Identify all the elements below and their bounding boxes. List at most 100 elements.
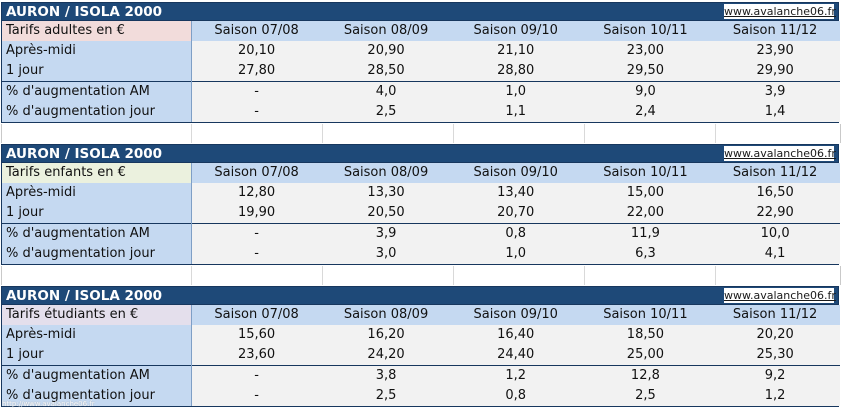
pct-cell: 1,0	[450, 244, 581, 264]
pct-cell: 3,0	[321, 244, 451, 264]
category-label: Tarifs adultes en €	[2, 21, 192, 41]
pct-cell: 9,0	[580, 81, 711, 102]
table-row: 1 jour 19,90 20,50 20,70 22,00 22,90	[2, 203, 840, 224]
table-row: 1 jour 23,60 24,20 24,40 25,00 25,30	[2, 345, 840, 366]
pct-cell: 10,0	[710, 223, 840, 244]
spacer-row	[1, 124, 841, 143]
pct-cell: 3,8	[321, 365, 451, 386]
pct-cell: -	[191, 244, 322, 264]
spacer-divider	[715, 124, 716, 143]
price-cell: 13,30	[321, 183, 451, 203]
spacer-divider	[322, 124, 323, 143]
season-header: Saison 07/08	[191, 21, 322, 41]
table-header-row: Tarifs enfants en € Saison 07/08 Saison …	[2, 163, 840, 183]
pct-cell: 11,9	[580, 223, 711, 244]
price-cell: 18,50	[580, 325, 711, 345]
tariff-block-students: AURON / ISOLA 2000 www.avalanche06.fr Ta…	[1, 286, 840, 407]
resort-title-bar: AURON / ISOLA 2000 www.avalanche06.fr	[1, 144, 839, 163]
site-link[interactable]: www.avalanche06.fr	[724, 146, 836, 161]
price-cell: 20,20	[710, 325, 840, 345]
price-cell: 29,90	[710, 61, 840, 82]
pct-cell: 4,0	[321, 81, 451, 102]
spacer-divider	[191, 124, 192, 143]
tariff-table-adults: Tarifs adultes en € Saison 07/08 Saison …	[2, 21, 840, 122]
pct-cell: 6,3	[580, 244, 711, 264]
pct-cell: 4,1	[710, 244, 840, 264]
price-cell: 24,40	[450, 345, 581, 366]
resort-title: AURON / ISOLA 2000	[6, 4, 163, 20]
pct-cell: -	[191, 102, 322, 122]
table-row: Après-midi 12,80 13,30 13,40 15,00 16,50	[2, 183, 840, 203]
price-cell: 13,40	[450, 183, 581, 203]
price-cell: 24,20	[321, 345, 451, 366]
price-cell: 16,20	[321, 325, 451, 345]
season-header: Saison 07/08	[191, 163, 322, 183]
season-header: Saison 09/10	[450, 163, 581, 183]
pct-cell: 1,4	[710, 102, 840, 122]
season-header: Saison 11/12	[710, 163, 840, 183]
season-header: Saison 08/09	[321, 163, 451, 183]
resort-title-bar: AURON / ISOLA 2000 www.avalanche06.fr	[1, 286, 839, 305]
table-header-row: Tarifs adultes en € Saison 07/08 Saison …	[2, 21, 840, 41]
price-cell: 23,00	[580, 41, 711, 61]
spacer-divider	[453, 266, 454, 285]
pct-cell: 12,8	[580, 365, 711, 386]
price-cell: 12,80	[191, 183, 322, 203]
row-label: % d'augmentation jour	[2, 386, 192, 406]
pct-cell: 1,1	[450, 102, 581, 122]
spacer-divider	[584, 124, 585, 143]
row-label: 1 jour	[2, 61, 192, 82]
price-cell: 21,10	[450, 41, 581, 61]
site-link[interactable]: www.avalanche06.fr	[724, 288, 836, 303]
table-row: % d'augmentation jour - 2,5 1,1 2,4 1,4	[2, 102, 840, 122]
site-link[interactable]: www.avalanche06.fr	[724, 4, 836, 19]
table-row: Après-midi 15,60 16,20 16,40 18,50 20,20	[2, 325, 840, 345]
price-cell: 16,40	[450, 325, 581, 345]
row-label: % d'augmentation jour	[2, 102, 192, 122]
price-cell: 16,50	[710, 183, 840, 203]
price-cell: 23,60	[191, 345, 322, 366]
spacer-divider	[584, 266, 585, 285]
price-cell: 22,00	[580, 203, 711, 224]
spacer-row	[1, 266, 841, 285]
pct-cell: 1,2	[450, 365, 581, 386]
price-cell: 22,90	[710, 203, 840, 224]
price-cell: 28,50	[321, 61, 451, 82]
season-header: Saison 09/10	[450, 21, 581, 41]
pct-cell: 3,9	[321, 223, 451, 244]
tariff-block-adults: AURON / ISOLA 2000 www.avalanche06.fr Ta…	[1, 2, 840, 123]
table-row: % d'augmentation jour - 2,5 0,8 2,5 1,2	[2, 386, 840, 406]
price-cell: 25,30	[710, 345, 840, 366]
pct-cell: 3,9	[710, 81, 840, 102]
season-header: Saison 10/11	[580, 21, 711, 41]
season-header: Saison 10/11	[580, 305, 711, 325]
pct-cell: -	[191, 223, 322, 244]
row-label: % d'augmentation AM	[2, 81, 192, 102]
pct-cell: 0,8	[450, 386, 581, 406]
table-row: % d'augmentation jour - 3,0 1,0 6,3 4,1	[2, 244, 840, 264]
pct-cell: 2,5	[321, 102, 451, 122]
resort-title-bar: AURON / ISOLA 2000 www.avalanche06.fr	[1, 2, 839, 21]
table-row: 1 jour 27,80 28,50 28,80 29,50 29,90	[2, 61, 840, 82]
tariff-block-children: AURON / ISOLA 2000 www.avalanche06.fr Ta…	[1, 144, 840, 265]
row-label: Après-midi	[2, 183, 192, 203]
table-header-row: Tarifs étudiants en € Saison 07/08 Saiso…	[2, 305, 840, 325]
season-header: Saison 08/09	[321, 305, 451, 325]
price-cell: 15,00	[580, 183, 711, 203]
row-label: Après-midi	[2, 325, 192, 345]
price-cell: 15,60	[191, 325, 322, 345]
pct-cell: 2,5	[321, 386, 451, 406]
row-label: Après-midi	[2, 41, 192, 61]
price-cell: 20,90	[321, 41, 451, 61]
tariff-table-children: Tarifs enfants en € Saison 07/08 Saison …	[2, 163, 840, 264]
row-label: 1 jour	[2, 203, 192, 224]
season-header: Saison 10/11	[580, 163, 711, 183]
row-label: % d'augmentation jour	[2, 244, 192, 264]
pct-cell: 0,8	[450, 223, 581, 244]
row-label: % d'augmentation AM	[2, 223, 192, 244]
season-header: Saison 09/10	[450, 305, 581, 325]
price-cell: 20,70	[450, 203, 581, 224]
spacer-divider	[191, 266, 192, 285]
tariff-table-students: Tarifs étudiants en € Saison 07/08 Saiso…	[2, 305, 840, 406]
price-cell: 20,50	[321, 203, 451, 224]
